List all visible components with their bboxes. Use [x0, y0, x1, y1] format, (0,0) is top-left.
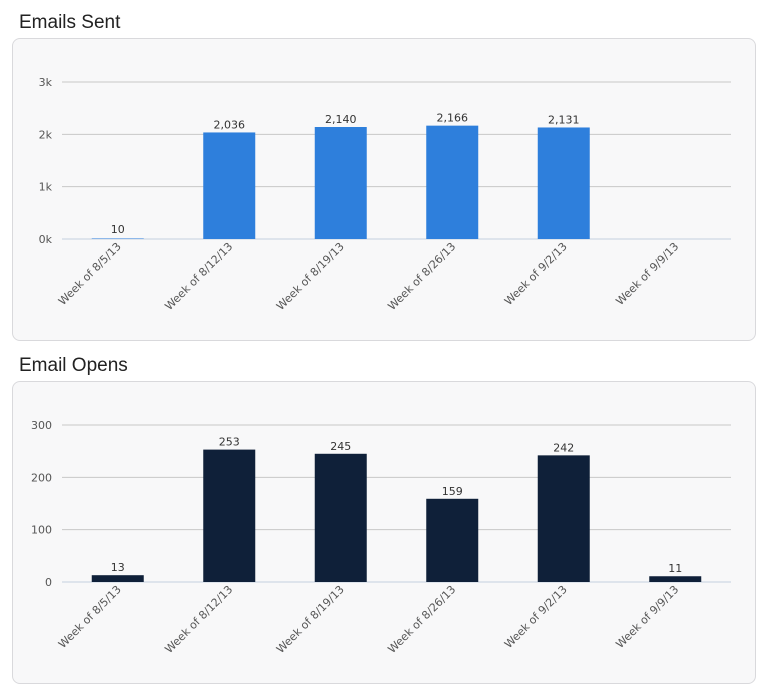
data-label: 2,131: [548, 113, 580, 126]
bar[interactable]: [537, 127, 590, 239]
bar[interactable]: [649, 576, 702, 582]
email-opens-chart-card: 0 100 200 300 13 Week of 8/5/13 253 Week of 8/1…: [12, 381, 756, 684]
emails-sent-title: Emails Sent: [19, 12, 121, 33]
x-tick-label: Week of 8/12/13: [162, 240, 235, 313]
emails-sent-chart-card: 0k 1k 2k 3k 10 Week of 8/5/13 2,036 Week of 8/1…: [12, 38, 756, 341]
bar[interactable]: [426, 125, 479, 239]
y-tick-label: 3k: [39, 76, 53, 89]
bar[interactable]: [314, 453, 367, 582]
data-label: 2,036: [214, 118, 246, 131]
y-tick-label: 0: [45, 576, 52, 589]
data-label: 159: [442, 485, 463, 498]
x-tick-label: Week of 8/12/13: [162, 583, 235, 656]
x-tick-label: Week of 8/5/13: [56, 240, 124, 308]
email-opens-title: Email Opens: [19, 355, 128, 376]
data-label: 13: [111, 561, 125, 574]
y-tick-label: 2k: [39, 128, 53, 141]
y-tick-label: 200: [31, 471, 52, 484]
emails-sent-chart: 0k 1k 2k 3k 10 Week of 8/5/13 2,036 Week of 8/1…: [39, 76, 731, 313]
data-label: 2,140: [325, 113, 357, 126]
email-opens-chart: 0 100 200 300 13 Week of 8/5/13 253 Week of 8/1…: [31, 419, 731, 656]
y-tick-label: 300: [31, 419, 52, 432]
data-label: 245: [330, 440, 351, 453]
data-label: 2,166: [437, 112, 469, 125]
y-tick-label: 100: [31, 524, 52, 537]
bar[interactable]: [537, 455, 590, 582]
data-label: 11: [668, 562, 682, 575]
x-tick-label: Week of 9/9/13: [613, 583, 681, 651]
data-label: 10: [111, 223, 125, 236]
y-tick-label: 1k: [39, 181, 53, 194]
bar[interactable]: [203, 132, 256, 239]
data-label: 253: [219, 436, 240, 449]
bar[interactable]: [426, 498, 479, 582]
y-tick-label: 0k: [39, 233, 53, 246]
x-tick-label: Week of 9/2/13: [502, 583, 570, 651]
x-tick-label: Week of 9/9/13: [613, 240, 681, 308]
x-tick-label: Week of 8/19/13: [274, 583, 347, 656]
x-tick-label: Week of 9/2/13: [502, 240, 570, 308]
x-tick-label: Week of 8/26/13: [385, 583, 458, 656]
data-label: 242: [553, 441, 574, 454]
x-tick-label: Week of 8/19/13: [274, 240, 347, 313]
bar[interactable]: [203, 449, 256, 582]
bar[interactable]: [91, 238, 144, 239]
x-tick-label: Week of 8/26/13: [385, 240, 458, 313]
bar[interactable]: [91, 575, 144, 582]
bar[interactable]: [314, 127, 367, 239]
x-tick-label: Week of 8/5/13: [56, 583, 124, 651]
